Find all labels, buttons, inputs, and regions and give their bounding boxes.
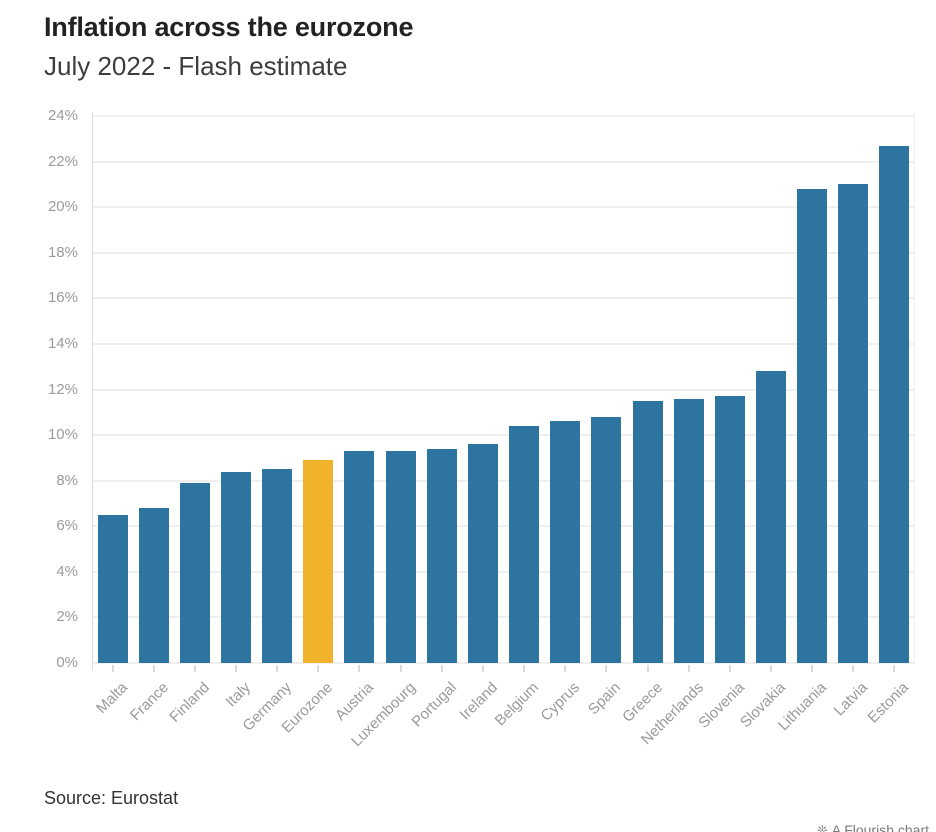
y-axis-tick-label: 16% <box>47 289 78 307</box>
x-axis-tick <box>152 665 155 672</box>
bar-france <box>138 508 169 663</box>
bar-greece <box>632 400 663 663</box>
bar-spain <box>591 416 622 663</box>
gridline <box>92 206 915 209</box>
bar-slovakia <box>755 371 786 663</box>
y-axis-tick-label: 2% <box>56 608 78 626</box>
gridline <box>92 115 915 117</box>
gridline <box>92 525 915 528</box>
x-axis-tick <box>893 665 896 672</box>
flourish-logo-icon: ❊ <box>816 823 828 832</box>
y-axis-tick-label: 6% <box>56 517 78 535</box>
y-axis-tick-label: 8% <box>56 471 78 489</box>
y-axis-tick-label: 22% <box>47 152 78 170</box>
bar-cyprus <box>550 421 581 663</box>
x-axis-tick <box>852 665 855 672</box>
bar-luxembourg <box>385 451 416 663</box>
x-axis-tick <box>646 665 649 672</box>
x-axis-tick <box>564 665 567 672</box>
x-axis-tick <box>399 665 402 672</box>
gridline <box>92 570 915 573</box>
y-axis-tick-label: 14% <box>47 334 78 352</box>
x-axis-tick <box>605 665 608 672</box>
x-axis-tick <box>111 665 114 672</box>
gridline <box>92 160 915 163</box>
bar-slovenia <box>714 396 745 663</box>
bar-finland <box>179 482 210 663</box>
bar-austria <box>344 451 375 663</box>
y-axis-line <box>92 113 93 670</box>
plot-right-border <box>914 113 915 663</box>
bar-latvia <box>838 184 869 663</box>
gridline <box>92 616 915 619</box>
y-axis-tick-label: 20% <box>47 198 78 216</box>
bar-eurozone <box>303 460 334 663</box>
bar-malta <box>97 514 128 663</box>
gridline <box>92 342 915 345</box>
x-axis-tick <box>481 665 484 672</box>
chart-title: Inflation across the eurozone <box>44 12 414 42</box>
bar-netherlands <box>673 398 704 663</box>
bar-portugal <box>426 448 457 663</box>
gridline <box>92 251 915 254</box>
flourish-watermark-label: A Flourish chart <box>831 822 929 832</box>
y-axis-tick-label: 0% <box>56 654 78 671</box>
bar-italy <box>221 471 252 663</box>
x-axis-tick <box>811 665 814 672</box>
gridline <box>92 388 915 391</box>
x-axis-tick <box>358 665 361 672</box>
y-axis-tick-label: 18% <box>47 243 78 261</box>
bar-lithuania <box>797 188 828 663</box>
bar-estonia <box>879 145 910 663</box>
gridline <box>92 434 915 437</box>
x-axis-tick <box>193 665 196 672</box>
x-axis-tick <box>276 665 279 672</box>
x-axis-tick <box>317 665 320 672</box>
y-axis-tick-label: 12% <box>47 380 78 398</box>
gridline <box>92 297 915 300</box>
y-axis-tick-label: 24% <box>47 107 78 124</box>
x-axis-tick <box>687 665 690 672</box>
x-axis-tick <box>235 665 238 672</box>
chart-subtitle: July 2022 - Flash estimate <box>44 51 348 81</box>
gridline <box>92 662 915 664</box>
source-note: Source: Eurostat <box>44 788 179 808</box>
bar-belgium <box>509 425 540 663</box>
x-axis-tick <box>728 665 731 672</box>
y-axis-tick-label: 4% <box>56 562 78 580</box>
x-axis-tick <box>440 665 443 672</box>
x-axis-tick <box>523 665 526 672</box>
bar-germany <box>262 469 293 663</box>
flourish-watermark[interactable]: ❊ A Flourish chart <box>817 822 929 832</box>
gridline <box>92 479 915 482</box>
x-axis-tick <box>769 665 772 672</box>
bar-ireland <box>467 444 498 663</box>
y-axis-tick-label: 10% <box>47 426 78 444</box>
